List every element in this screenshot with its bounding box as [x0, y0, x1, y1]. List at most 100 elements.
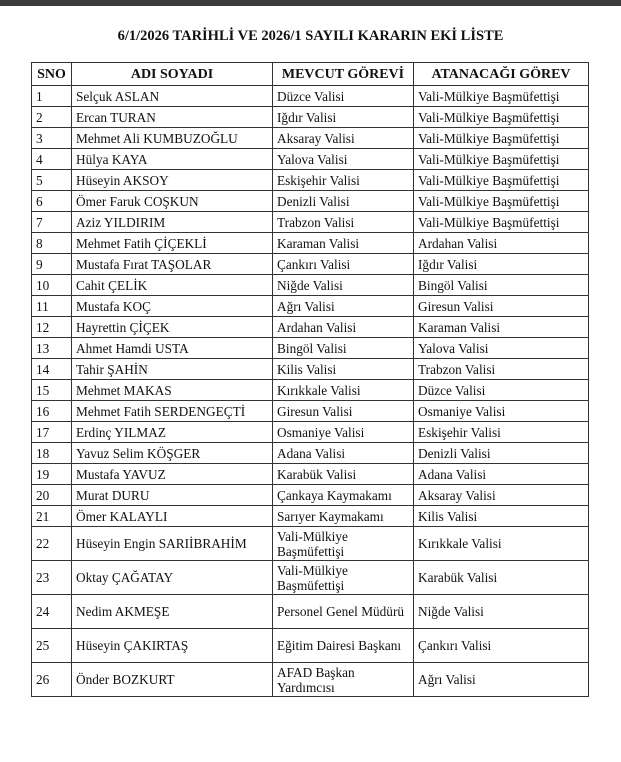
new-position-cell: Vali-Mülkiye Başmüfettişi — [413, 190, 589, 212]
current-position-cell: Çankırı Valisi — [272, 253, 414, 275]
table-row: 3 Mehmet Ali KUMBUZOĞLU Aksaray Valisi Vali… — [31, 127, 589, 149]
sno-cell: 11 — [31, 295, 72, 317]
current-position-cell: Ardahan Valisi — [272, 316, 414, 338]
sno-cell: 20 — [31, 484, 72, 506]
new-position-cell: Kırıkkale Valisi — [413, 526, 589, 561]
table-row: 26 Önder BOZKURT AFAD Başkan Yardımcısı Ağr… — [31, 662, 589, 697]
name-cell: Murat DURU — [71, 484, 273, 506]
current-position-cell: Eğitim Dairesi Başkanı — [272, 628, 414, 663]
new-position-cell: Ağrı Valisi — [413, 662, 589, 697]
new-position-cell: Vali-Mülkiye Başmüfettişi — [413, 211, 589, 233]
name-cell: Nedim AKMEŞE — [71, 594, 273, 629]
name-cell: Cahit ÇELİK — [71, 274, 273, 296]
current-position-cell: Aksaray Valisi — [272, 127, 414, 149]
current-position-cell: Sarıyer Kaymakamı — [272, 505, 414, 527]
table-row: 7 Aziz YILDIRIM Trabzon Valisi Vali-Mülkiye… — [31, 211, 589, 233]
table-row: 19 Mustafa YAVUZ Karabük Valisi Adana Valis… — [31, 463, 589, 485]
name-cell: Mehmet Fatih ÇİÇEKLİ — [71, 232, 273, 254]
header-new-position: ATANACAĞI GÖREV — [413, 62, 589, 86]
name-cell: Mehmet MAKAS — [71, 379, 273, 401]
name-cell: Hüseyin ÇAKIRTAŞ — [71, 628, 273, 663]
new-position-cell: Vali-Mülkiye Başmüfettişi — [413, 85, 589, 107]
name-cell: Mustafa Fırat TAŞOLAR — [71, 253, 273, 275]
new-position-cell: Karabük Valisi — [413, 560, 589, 595]
current-position-cell: Denizli Valisi — [272, 190, 414, 212]
current-position-cell: Trabzon Valisi — [272, 211, 414, 233]
new-position-cell: Aksaray Valisi — [413, 484, 589, 506]
top-bar — [0, 0, 621, 6]
sno-cell: 3 — [31, 127, 72, 149]
table-row: 18 Yavuz Selim KÖŞGER Adana Valisi Denizli … — [31, 442, 589, 464]
sno-cell: 24 — [31, 594, 72, 629]
new-position-cell: Vali-Mülkiye Başmüfettişi — [413, 148, 589, 170]
table-row: 9 Mustafa Fırat TAŞOLAR Çankırı Valisi Iğdı… — [31, 253, 589, 275]
table-row: 12 Hayrettin ÇİÇEK Ardahan Valisi Karaman V… — [31, 316, 589, 338]
sno-cell: 26 — [31, 662, 72, 697]
new-position-cell: Kilis Valisi — [413, 505, 589, 527]
name-cell: Tahir ŞAHİN — [71, 358, 273, 380]
table-row: 14 Tahir ŞAHİN Kilis Valisi Trabzon Valisi — [31, 358, 589, 380]
name-cell: Selçuk ASLAN — [71, 85, 273, 107]
new-position-cell: Vali-Mülkiye Başmüfettişi — [413, 106, 589, 128]
current-position-cell: Düzce Valisi — [272, 85, 414, 107]
sno-cell: 8 — [31, 232, 72, 254]
new-position-cell: Trabzon Valisi — [413, 358, 589, 380]
sno-cell: 12 — [31, 316, 72, 338]
current-position-cell: Karaman Valisi — [272, 232, 414, 254]
sno-cell: 5 — [31, 169, 72, 191]
header-sno: SNO — [31, 62, 72, 86]
name-cell: Ömer Faruk COŞKUN — [71, 190, 273, 212]
name-cell: Hüseyin AKSOY — [71, 169, 273, 191]
sno-cell: 14 — [31, 358, 72, 380]
current-position-cell: Yalova Valisi — [272, 148, 414, 170]
sno-cell: 9 — [31, 253, 72, 275]
current-position-cell: Karabük Valisi — [272, 463, 414, 485]
name-cell: Hayrettin ÇİÇEK — [71, 316, 273, 338]
new-position-cell: Bingöl Valisi — [413, 274, 589, 296]
table-row: 23 Oktay ÇAĞATAY Vali-Mülkiye Başmüfettişi… — [31, 560, 589, 595]
sno-cell: 25 — [31, 628, 72, 663]
table-row: 13 Ahmet Hamdi USTA Bingöl Valisi Yalova Va… — [31, 337, 589, 359]
sno-cell: 17 — [31, 421, 72, 443]
new-position-cell: Karaman Valisi — [413, 316, 589, 338]
current-position-cell: Ağrı Valisi — [272, 295, 414, 317]
current-position-cell: AFAD Başkan Yardımcısı — [272, 662, 414, 697]
table-row: 25 Hüseyin ÇAKIRTAŞ Eğitim Dairesi Başkanı… — [31, 628, 589, 663]
sno-cell: 22 — [31, 526, 72, 561]
current-position-cell: Vali-Mülkiye Başmüfettişi — [272, 526, 414, 561]
sno-cell: 2 — [31, 106, 72, 128]
new-position-cell: Vali-Mülkiye Başmüfettişi — [413, 127, 589, 149]
name-cell: Ömer KALAYLI — [71, 505, 273, 527]
name-cell: Mehmet Fatih SERDENGEÇTİ — [71, 400, 273, 422]
table-row: 17 Erdinç YILMAZ Osmaniye Valisi Eskişehir … — [31, 421, 589, 443]
table-row: 20 Murat DURU Çankaya Kaymakamı Aksaray Val… — [31, 484, 589, 506]
new-position-cell: Denizli Valisi — [413, 442, 589, 464]
current-position-cell: Giresun Valisi — [272, 400, 414, 422]
new-position-cell: Giresun Valisi — [413, 295, 589, 317]
new-position-cell: Düzce Valisi — [413, 379, 589, 401]
current-position-cell: Eskişehir Valisi — [272, 169, 414, 191]
new-position-cell: Yalova Valisi — [413, 337, 589, 359]
sno-cell: 19 — [31, 463, 72, 485]
table-row: 6 Ömer Faruk COŞKUN Denizli Valisi Vali-Mül… — [31, 190, 589, 212]
sno-cell: 4 — [31, 148, 72, 170]
sno-cell: 1 — [31, 85, 72, 107]
name-cell: Aziz YILDIRIM — [71, 211, 273, 233]
new-position-cell: Niğde Valisi — [413, 594, 589, 629]
table-row: 15 Mehmet MAKAS Kırıkkale Valisi Düzce Vali… — [31, 379, 589, 401]
appointment-table: SNO ADI SOYADI MEVCUT GÖREVİ ATANACAĞI G… — [31, 62, 589, 697]
sno-cell: 16 — [31, 400, 72, 422]
document-title: 6/1/2026 TARİHLİ VE 2026/1 SAYILI KARARI… — [117, 28, 504, 44]
name-cell: Oktay ÇAĞATAY — [71, 560, 273, 595]
current-position-cell: Kırıkkale Valisi — [272, 379, 414, 401]
table-row: 1 Selçuk ASLAN Düzce Valisi Vali-Mülkiye Ba… — [31, 85, 589, 107]
table-row: 22 Hüseyin Engin SARIİBRAHİM Vali-Mülkiye … — [31, 526, 589, 561]
table-row: 8 Mehmet Fatih ÇİÇEKLİ Karaman Valisi Ardah… — [31, 232, 589, 254]
name-cell: Ercan TURAN — [71, 106, 273, 128]
table-row: 16 Mehmet Fatih SERDENGEÇTİ Giresun Valisi… — [31, 400, 589, 422]
new-position-cell: Çankırı Valisi — [413, 628, 589, 663]
name-cell: Yavuz Selim KÖŞGER — [71, 442, 273, 464]
name-cell: Mustafa KOÇ — [71, 295, 273, 317]
table-row: 5 Hüseyin AKSOY Eskişehir Valisi Vali-Mülki… — [31, 169, 589, 191]
new-position-cell: Osmaniye Valisi — [413, 400, 589, 422]
